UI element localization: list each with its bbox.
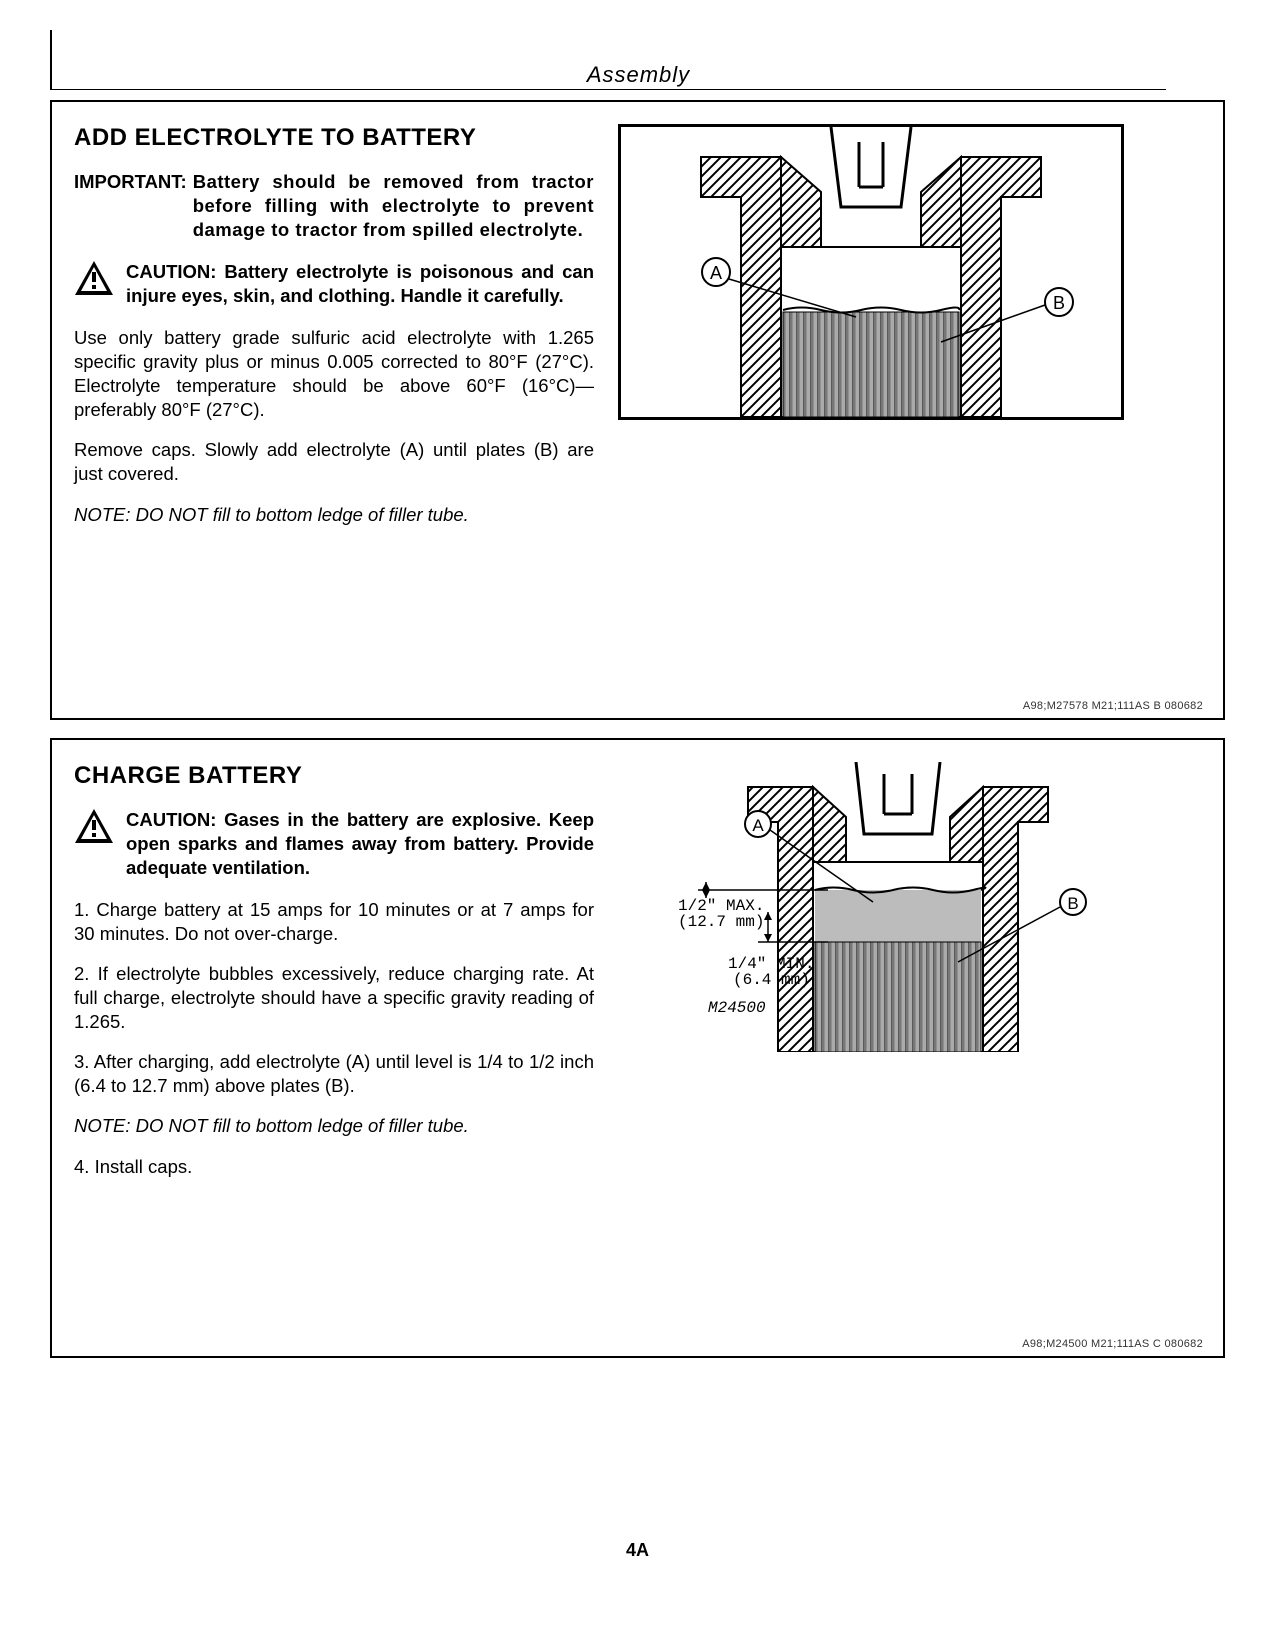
section2-p4: 4. Install caps. — [74, 1155, 594, 1179]
section1-p2: Remove caps. Slowly add electrolyte (A) … — [74, 438, 594, 486]
caution-body-2: CAUTION: Gases in the battery are explos… — [126, 808, 594, 880]
caution-block-2: CAUTION: Gases in the battery are explos… — [74, 808, 594, 880]
section2-note: NOTE: DO NOT fill to bottom ledge of fil… — [74, 1114, 594, 1138]
section2-figure-column: 1/2" MAX. (12.7 mm) 1/4" MIN. (6.4 mm) M… — [618, 762, 1201, 1195]
page-number: 4A — [50, 1540, 1225, 1561]
fig2-id: M24500 — [708, 999, 766, 1017]
fig2-dim-max-mm: (12.7 mm) — [678, 913, 764, 931]
section2-title: CHARGE BATTERY — [74, 762, 594, 790]
important-label: IMPORTANT: — [74, 170, 193, 242]
section1-text-column: ADD ELECTROLYTE TO BATTERY IMPORTANT: Ba… — [74, 124, 594, 543]
fig2-dim-min-mm: (6.4 mm) — [733, 971, 810, 989]
header-title: Assembly — [52, 62, 1225, 88]
fig1-label-b: B — [1053, 293, 1065, 313]
section1-p1: Use only battery grade sulfuric acid ele… — [74, 326, 594, 422]
section2-text-column: CHARGE BATTERY CAUTION: Gases in the bat… — [74, 762, 594, 1195]
section1-figure: A B — [618, 124, 1124, 420]
section1-title: ADD ELECTROLYTE TO BATTERY — [74, 124, 594, 152]
fig2-label-a: A — [752, 816, 764, 835]
section1-figure-column: A B — [618, 124, 1201, 543]
section1-ref-code: A98;M27578 M21;111AS B 080682 — [1023, 700, 1203, 712]
warning-triangle-icon — [74, 808, 114, 844]
important-body: Battery should be removed from tractor b… — [193, 170, 594, 242]
caution-body-1: CAUTION: Battery electrolyte is poisonou… — [126, 260, 594, 308]
fig2-label-b: B — [1067, 894, 1078, 913]
page-header: Assembly — [50, 30, 1225, 90]
caution-label-1: CAUTION: — [126, 261, 216, 282]
caution-block-1: CAUTION: Battery electrolyte is poisonou… — [74, 260, 594, 308]
section1-note: NOTE: DO NOT fill to bottom ledge of fil… — [74, 503, 594, 527]
section2-p1: 1. Charge battery at 15 amps for 10 minu… — [74, 898, 594, 946]
warning-triangle-icon — [74, 260, 114, 296]
header-rule — [52, 89, 1166, 90]
section2-p3: 3. After charging, add electrolyte (A) u… — [74, 1050, 594, 1098]
section-add-electrolyte: ADD ELECTROLYTE TO BATTERY IMPORTANT: Ba… — [50, 100, 1225, 720]
section2-p2: 2. If electrolyte bubbles excessively, r… — [74, 962, 594, 1034]
caution-label-2: CAUTION: — [126, 809, 216, 830]
important-block: IMPORTANT: Battery should be removed fro… — [74, 170, 594, 242]
section-charge-battery: CHARGE BATTERY CAUTION: Gases in the bat… — [50, 738, 1225, 1358]
section2-figure: 1/2" MAX. (12.7 mm) 1/4" MIN. (6.4 mm) M… — [618, 762, 1118, 1052]
fig1-label-a: A — [710, 263, 722, 283]
section2-ref-code: A98;M24500 M21;111AS C 080682 — [1022, 1338, 1203, 1350]
